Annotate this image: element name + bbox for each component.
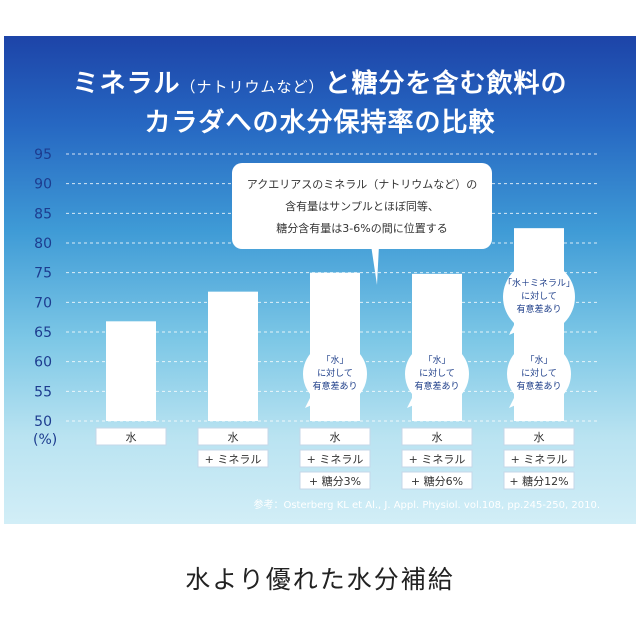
category-label: + 糖分12% <box>509 474 568 488</box>
category-label: 水 <box>330 431 341 444</box>
category-label: 水 <box>126 431 137 444</box>
significance-text: 有意差あり <box>312 380 357 392</box>
y-tick-label: 60 <box>34 355 52 371</box>
category-label-box <box>503 471 575 490</box>
significance-bubble <box>503 261 575 333</box>
category-label-box <box>299 427 371 446</box>
category-label-box <box>299 471 371 490</box>
callout-text: アクエリアスのミネラル（ナトリウムなど）の <box>247 178 477 191</box>
y-tick-label: 95 <box>34 147 52 163</box>
footer-caption: 水より優れた水分補給 <box>185 565 455 594</box>
bar <box>106 321 156 421</box>
callout-pointer <box>371 245 379 285</box>
significance-bubble <box>507 342 571 406</box>
significance-bubble-tail <box>509 319 527 335</box>
y-unit-label: (%) <box>33 432 57 448</box>
category-label: + ミネラル <box>409 453 466 466</box>
y-tick-label: 65 <box>34 325 52 341</box>
significance-text: に対して <box>419 367 455 379</box>
category-label: + ミネラル <box>511 453 568 466</box>
significance-bubble <box>303 342 367 406</box>
category-label: 水 <box>228 431 239 444</box>
y-tick-label: 70 <box>34 295 52 311</box>
title-rest: と糖分を含む飲料の <box>324 69 568 99</box>
category-label-box <box>401 471 473 490</box>
significance-bubble-tail <box>509 392 527 408</box>
significance-text: 「水」 <box>321 354 348 366</box>
y-tick-label: 90 <box>34 177 52 193</box>
callout-text: 含有量はサンプルとほぼ同等、 <box>285 199 439 213</box>
y-tick-label: 80 <box>34 236 52 252</box>
significance-text: 「水」 <box>525 354 552 366</box>
category-label-box <box>503 427 575 446</box>
y-tick-label: 50 <box>34 414 52 430</box>
significance-text: に対して <box>521 290 557 302</box>
category-label-box <box>503 449 575 468</box>
significance-bubble <box>405 342 469 406</box>
significance-text: 有意差あり <box>516 303 561 315</box>
y-tick-label: 75 <box>34 266 52 282</box>
title-mineral: ミネラル <box>72 69 181 99</box>
callout-box <box>232 163 492 249</box>
significance-bubble-tail <box>305 392 323 408</box>
category-label: 水 <box>534 431 545 444</box>
significance-text: 「水＋ミネラル」 <box>503 277 575 289</box>
category-label-box <box>299 449 371 468</box>
title-paren: （ナトリウムなど） <box>180 78 325 96</box>
significance-bubble-tail <box>407 392 425 408</box>
category-label: + 糖分6% <box>411 474 463 488</box>
category-label: 水 <box>432 431 443 444</box>
y-tick-label: 55 <box>34 384 52 400</box>
source-citation: 参考：Osterberg KL et Al., J. Appl. Physiol… <box>253 498 600 511</box>
significance-text: 「水」 <box>423 354 450 366</box>
bar <box>208 291 258 421</box>
significance-text: に対して <box>521 367 557 379</box>
significance-text: に対して <box>317 367 353 379</box>
category-label: + ミネラル <box>307 453 364 466</box>
category-label-box <box>197 449 269 468</box>
significance-text: 有意差あり <box>516 380 561 392</box>
chart-title: ミネラル（ナトリウムなど）と糖分を含む飲料の カラダへの水分保持率の比較 <box>4 66 636 141</box>
category-label-box <box>95 427 167 446</box>
chart-title-line1: ミネラル（ナトリウムなど）と糖分を含む飲料の <box>4 66 636 105</box>
category-label-box <box>401 427 473 446</box>
significance-text: 有意差あり <box>414 380 459 392</box>
category-label: + 糖分3% <box>309 474 361 488</box>
category-label-box <box>197 427 269 446</box>
callout-text: 糖分含有量は3-6%の間に位置する <box>276 221 447 235</box>
category-label: + ミネラル <box>205 453 262 466</box>
category-label-box <box>401 449 473 468</box>
y-tick-label: 85 <box>34 206 52 222</box>
chart-title-line2: カラダへの水分保持率の比較 <box>144 108 496 138</box>
